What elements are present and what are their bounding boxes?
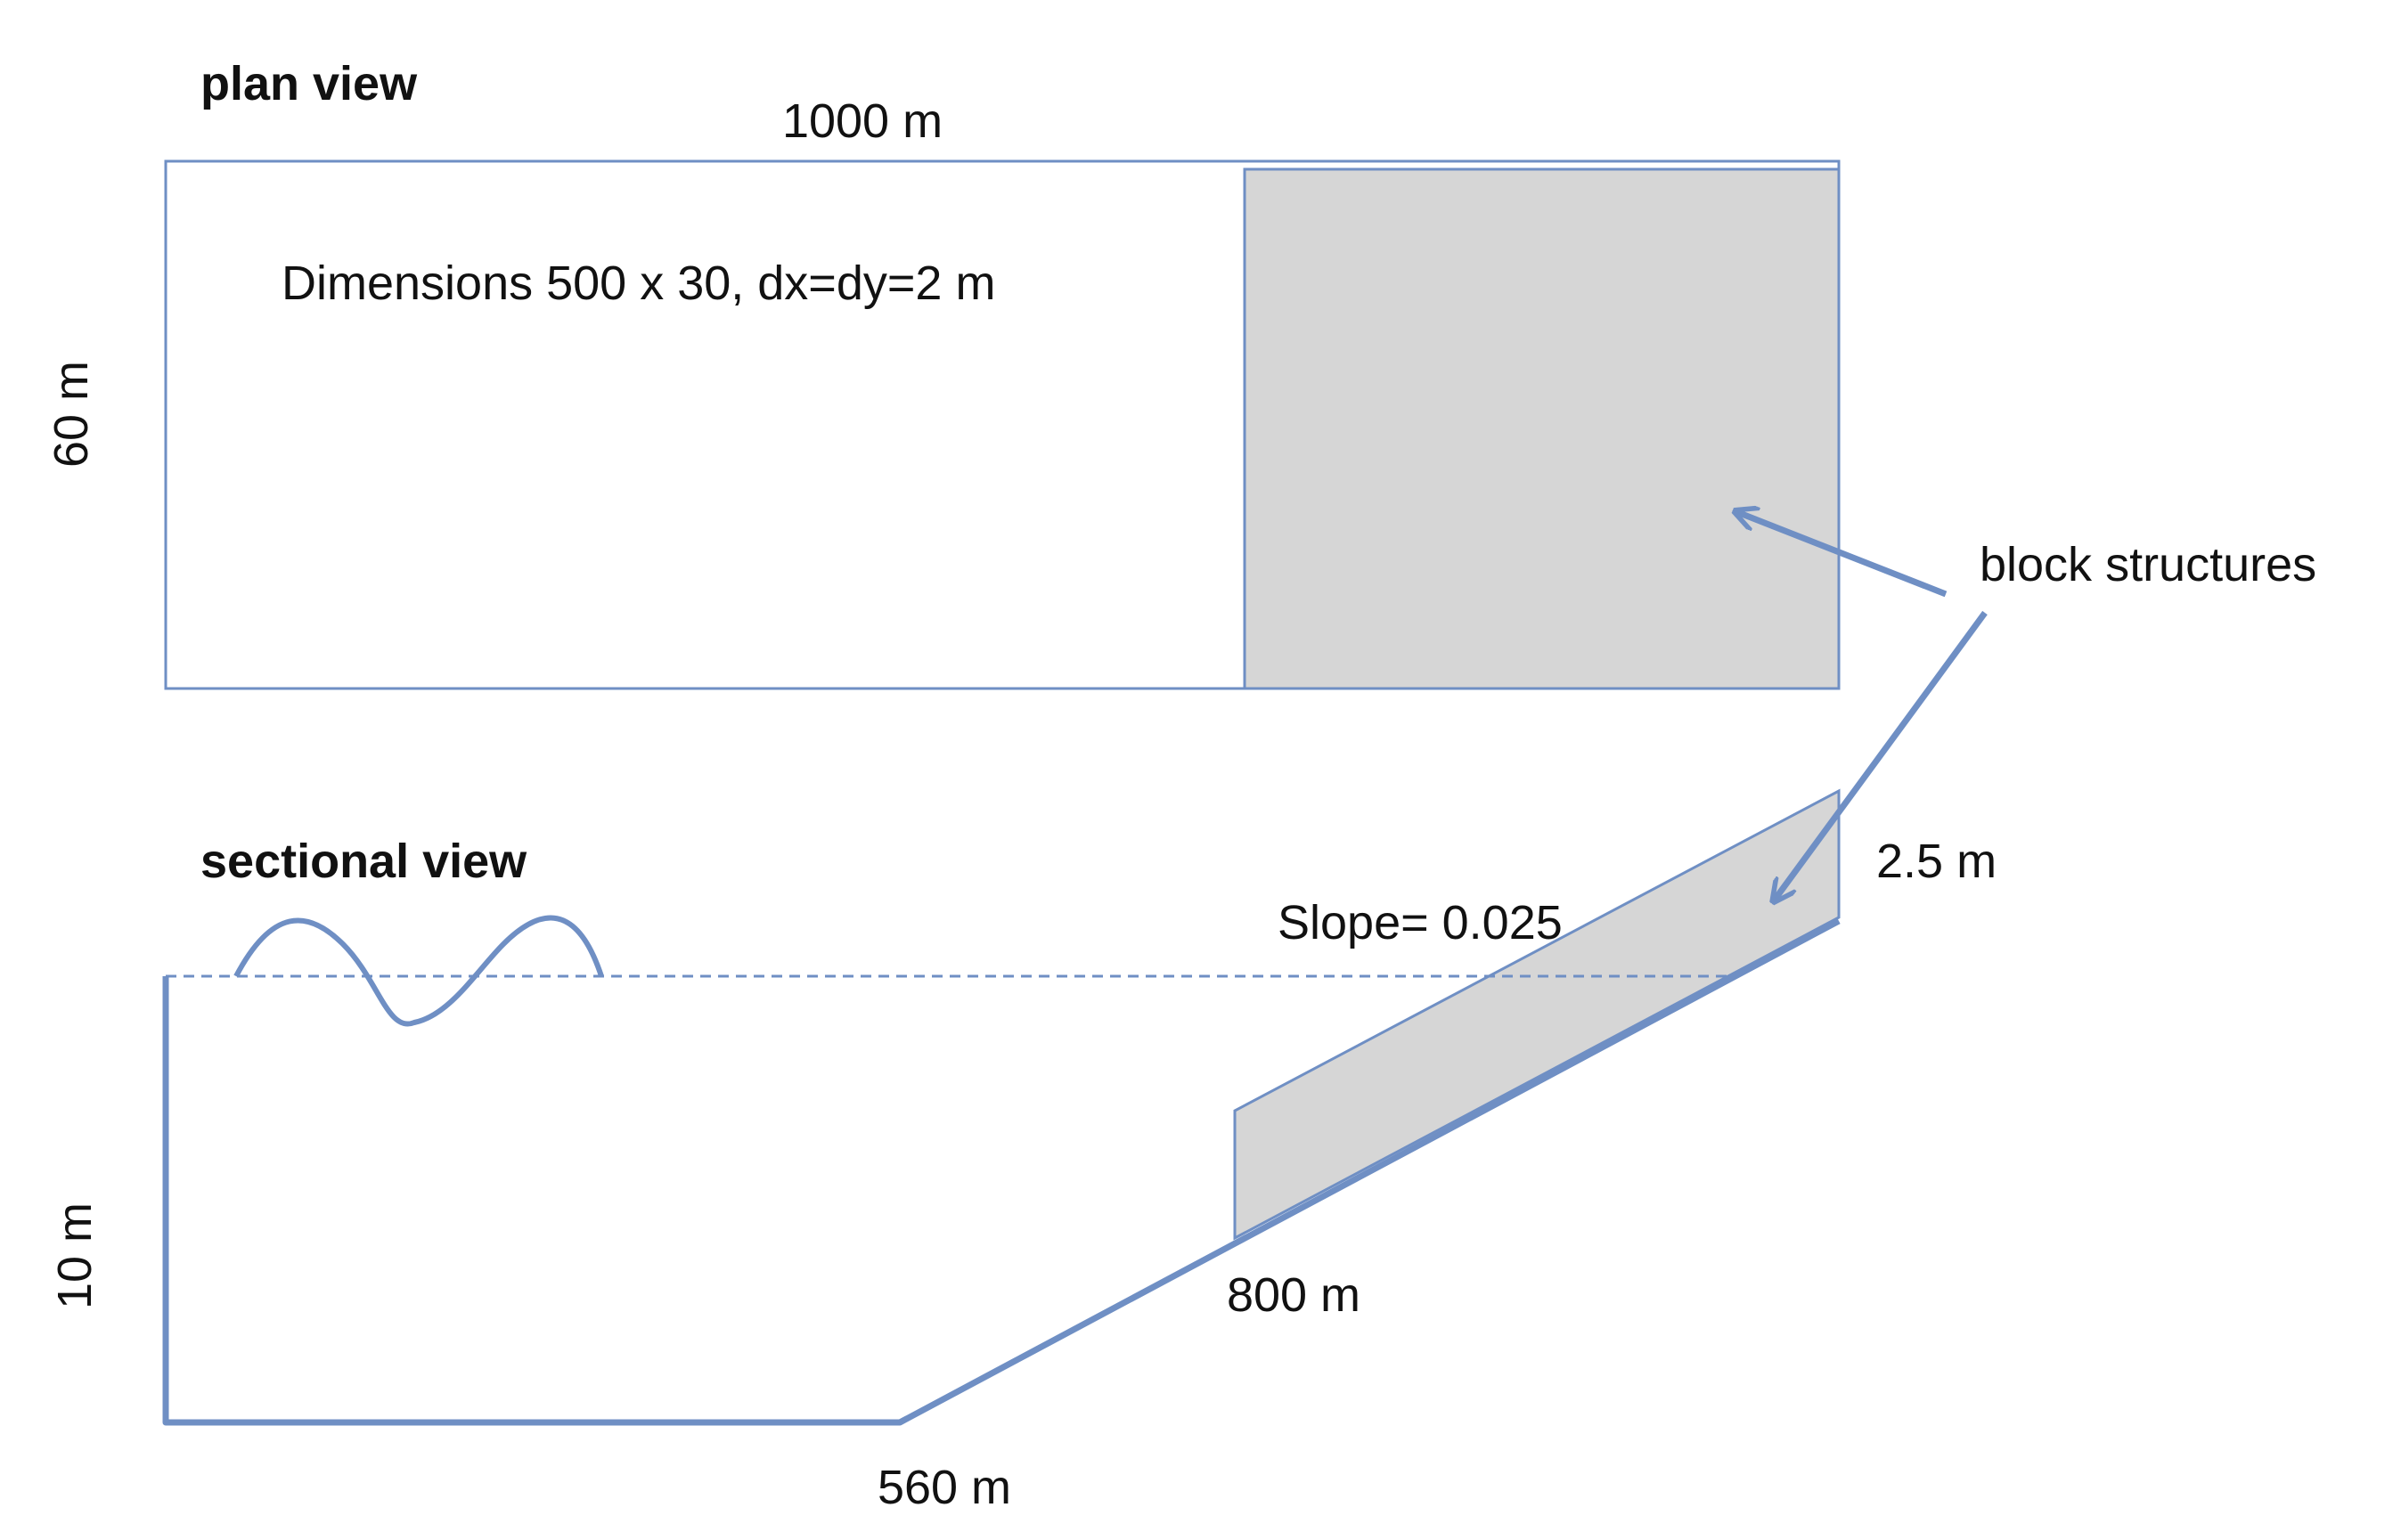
slope-label: Slope= 0.025 bbox=[1278, 896, 1563, 949]
plan-view: plan view 1000 m 60 m Dimensions 500 x 3… bbox=[45, 57, 1841, 690]
plan-view-title: plan view bbox=[200, 57, 418, 110]
plan-block-structure bbox=[1243, 167, 1841, 690]
flat-length-label: 560 m bbox=[878, 1461, 1011, 1514]
grid-dimensions-label: Dimensions 500 x 30, dx=dy=2 m bbox=[282, 257, 995, 310]
block-structures-annotation: block structures bbox=[1737, 512, 2316, 900]
plan-width-label: 60 m bbox=[45, 361, 98, 468]
structure-start-label: 800 m bbox=[1227, 1268, 1360, 1322]
plan-length-label: 1000 m bbox=[782, 94, 943, 148]
arrow-to-plan-structure bbox=[1737, 512, 1948, 598]
structure-height-label: 2.5 m bbox=[1876, 835, 1997, 888]
wave-curve bbox=[233, 915, 604, 1027]
bathymetry-profile-line bbox=[162, 917, 1841, 1426]
depth-label: 10 m bbox=[48, 1202, 102, 1309]
arrow-to-section-structure bbox=[1775, 610, 1988, 900]
sectional-view-title: sectional view bbox=[200, 835, 527, 888]
section-block-structure bbox=[1233, 788, 1841, 1241]
sectional-view: sectional view 10 m 560 m 800 m 2.5 m Sl… bbox=[48, 788, 1997, 1514]
block-structures-label: block structures bbox=[1980, 538, 2316, 591]
